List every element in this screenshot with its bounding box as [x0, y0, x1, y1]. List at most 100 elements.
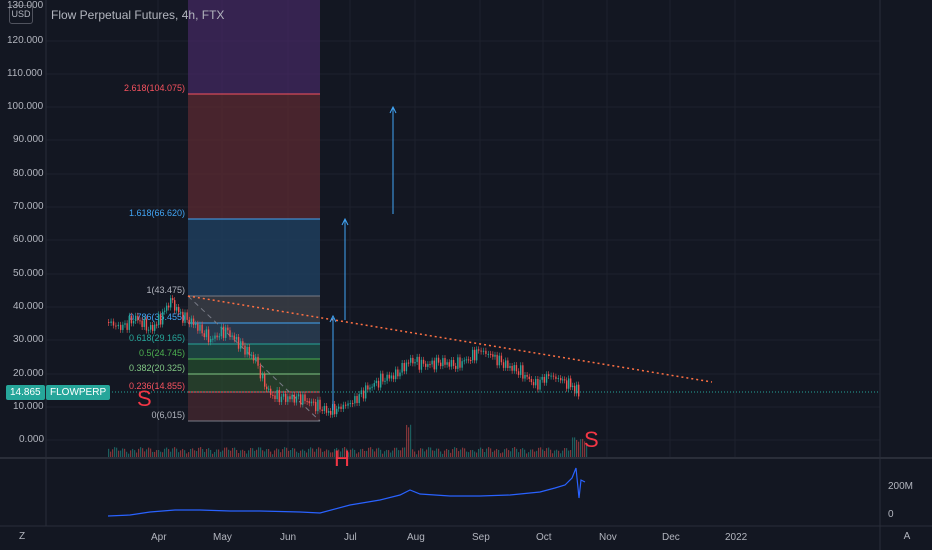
volume-bar [358, 452, 360, 457]
volume-bar [138, 448, 140, 457]
candle-body [412, 357, 414, 364]
candle-body [502, 362, 505, 368]
volume-bar [364, 450, 366, 457]
volume-bar [496, 448, 498, 457]
candle-body [482, 350, 485, 352]
volume-bar [244, 450, 246, 457]
candle-body [555, 376, 557, 379]
candle-body [490, 353, 492, 355]
candle-body [388, 374, 390, 379]
volume-bar [382, 453, 384, 457]
head-shoulders-annotations[interactable]: S H S [137, 386, 599, 471]
volume-bar [478, 448, 480, 457]
price-tick: 10.000 [13, 401, 44, 412]
volume-bar [510, 451, 512, 457]
candle-body [199, 324, 201, 331]
candle-body [139, 320, 141, 322]
arrow-head-1 [329, 314, 337, 323]
volume-bar [582, 438, 584, 457]
volume-bar [274, 450, 276, 457]
candle-body [112, 321, 115, 326]
volume-bar [484, 451, 486, 457]
candle-body [212, 338, 214, 340]
volume-bar [414, 451, 416, 457]
candle-body [416, 356, 418, 362]
volume-bar [276, 448, 278, 457]
candle-body [480, 350, 482, 352]
auto-scale-button[interactable]: A [903, 531, 911, 542]
candle-body [154, 324, 156, 331]
candle-body [130, 315, 133, 324]
volume-bar [538, 447, 540, 457]
candle-body [182, 311, 184, 323]
volume-bar [508, 450, 510, 457]
volume-bar [452, 449, 454, 457]
candle-body [170, 298, 172, 308]
volume-bar [392, 450, 394, 457]
candle-body [476, 349, 478, 361]
volume-bar [166, 447, 168, 457]
volume-bar [160, 451, 162, 457]
volume-bar [222, 450, 224, 457]
candle-body [278, 389, 280, 403]
candle-body [255, 356, 257, 361]
candle-body [300, 394, 302, 405]
volume-bar [562, 450, 564, 457]
candle-body [160, 314, 162, 325]
volume-bar [544, 450, 546, 457]
candle-body [325, 405, 328, 413]
price-tick: 40.000 [13, 301, 44, 312]
volume-bar [442, 453, 444, 457]
candle-body [526, 374, 528, 377]
currency-badge[interactable]: USD [9, 5, 33, 24]
volume-bar [534, 451, 536, 457]
fib-zone-1618 [188, 219, 320, 296]
candle-body [414, 361, 416, 364]
candle-body [543, 376, 546, 383]
volume-bar [152, 451, 154, 457]
descending-trendline[interactable] [187, 295, 713, 383]
candle-body [576, 384, 578, 394]
volume-bar [112, 449, 114, 457]
projection-arrows[interactable] [329, 105, 397, 410]
volume-bar [586, 444, 588, 457]
candle-body [188, 319, 190, 325]
arrow-head-2 [341, 217, 349, 226]
volume-bar [286, 447, 288, 457]
candle-body [216, 335, 218, 338]
volume-bar [514, 447, 516, 457]
candle-body [195, 323, 197, 326]
volume-bar [142, 448, 144, 457]
candle-body [205, 329, 208, 338]
volume-bar [236, 449, 238, 457]
volume-bar [380, 449, 382, 457]
candle-body [297, 394, 300, 397]
fib-extension-zones[interactable] [188, 0, 320, 421]
volume-bar [254, 450, 256, 457]
candle-body [340, 406, 342, 409]
volume-bar [108, 448, 110, 457]
candle-body [229, 330, 231, 337]
candle-body [172, 298, 174, 301]
volume-bar [532, 449, 534, 457]
candle-body [358, 394, 360, 404]
candle-body [126, 323, 128, 330]
time-tick: Apr [151, 532, 167, 543]
volume-bar [322, 451, 324, 457]
candle-body [280, 396, 283, 403]
candle-body [302, 394, 304, 405]
candle-body [220, 326, 223, 337]
volume-bar [258, 447, 260, 457]
candle-body [328, 410, 330, 413]
candle-body [403, 362, 405, 372]
candle-body [384, 380, 386, 382]
candle-body [197, 323, 199, 331]
volume-bar [136, 452, 138, 457]
volume-bar [518, 452, 520, 457]
volume-bar [206, 448, 208, 457]
timezone-button[interactable]: Z [18, 531, 26, 542]
volume-bar [374, 451, 376, 457]
volume-bar [332, 452, 334, 457]
candle-body [537, 378, 539, 390]
